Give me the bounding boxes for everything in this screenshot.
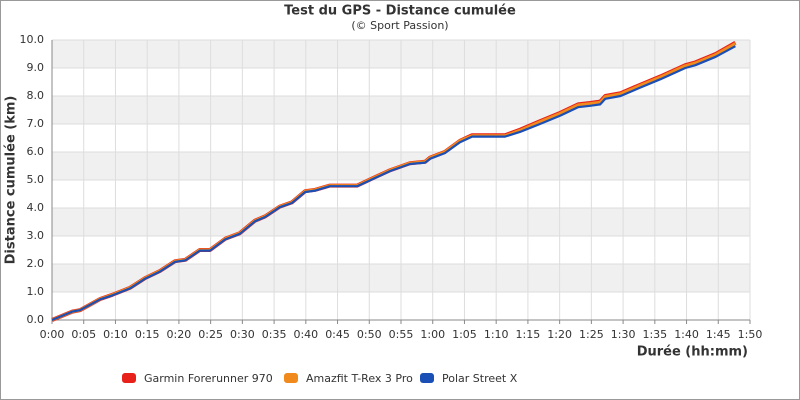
y-tick-label: 6.0 (27, 145, 45, 158)
x-tick-label: 0:15 (135, 328, 160, 341)
y-tick-label: 9.0 (27, 61, 45, 74)
x-tick-label: 1:50 (738, 328, 763, 341)
y-tick-label: 10.0 (20, 33, 45, 46)
x-tick-label: 1:45 (706, 328, 731, 341)
y-tick-label: 3.0 (27, 229, 45, 242)
x-tick-label: 0:40 (293, 328, 318, 341)
x-tick-label: 1:05 (452, 328, 477, 341)
chart-title: Test du GPS - Distance cumulée (284, 4, 516, 19)
series-line (51, 45, 736, 322)
x-tick-label: 1:30 (611, 328, 636, 341)
legend-swatch (420, 373, 434, 383)
legend-label: Garmin Forerunner 970 (144, 372, 273, 385)
x-tick-label: 0:25 (198, 328, 223, 341)
x-tick-label: 1:25 (579, 328, 604, 341)
x-tick-label: 0:35 (262, 328, 287, 341)
x-tick-label: 0:05 (71, 328, 96, 341)
x-tick-label: 0:10 (103, 328, 128, 341)
x-tick-label: 1:10 (484, 328, 509, 341)
legend-swatch (284, 373, 298, 383)
x-tick-label: 0:50 (357, 328, 382, 341)
legend-label: Amazfit T-Rex 3 Pro (306, 372, 413, 385)
x-tick-label: 0:30 (230, 328, 255, 341)
y-tick-label: 1.0 (27, 285, 45, 298)
x-tick-label: 1:35 (642, 328, 667, 341)
x-tick-label: 0:45 (325, 328, 350, 341)
x-tick-label: 0:20 (167, 328, 192, 341)
y-axis-label: Distance cumulée (km) (4, 96, 19, 265)
y-tick-label: 2.0 (27, 257, 45, 270)
x-tick-label: 1:15 (516, 328, 541, 341)
x-axis-label: Durée (hh:mm) (637, 345, 748, 360)
y-tick-label: 8.0 (27, 89, 45, 102)
y-tick-label: 5.0 (27, 173, 45, 186)
legend-label: Polar Street X (442, 372, 518, 385)
x-tick-label: 0:00 (40, 328, 65, 341)
x-tick-label: 1:20 (547, 328, 572, 341)
x-tick-label: 1:00 (420, 328, 445, 341)
x-tick-label: 0:55 (389, 328, 414, 341)
chart-subtitle: (© Sport Passion) (351, 19, 448, 32)
x-tick-label: 1:40 (674, 328, 699, 341)
y-tick-label: 4.0 (27, 201, 45, 214)
legend-swatch (122, 373, 136, 383)
y-tick-label: 7.0 (27, 117, 45, 130)
y-tick-label: 0.0 (27, 313, 45, 326)
